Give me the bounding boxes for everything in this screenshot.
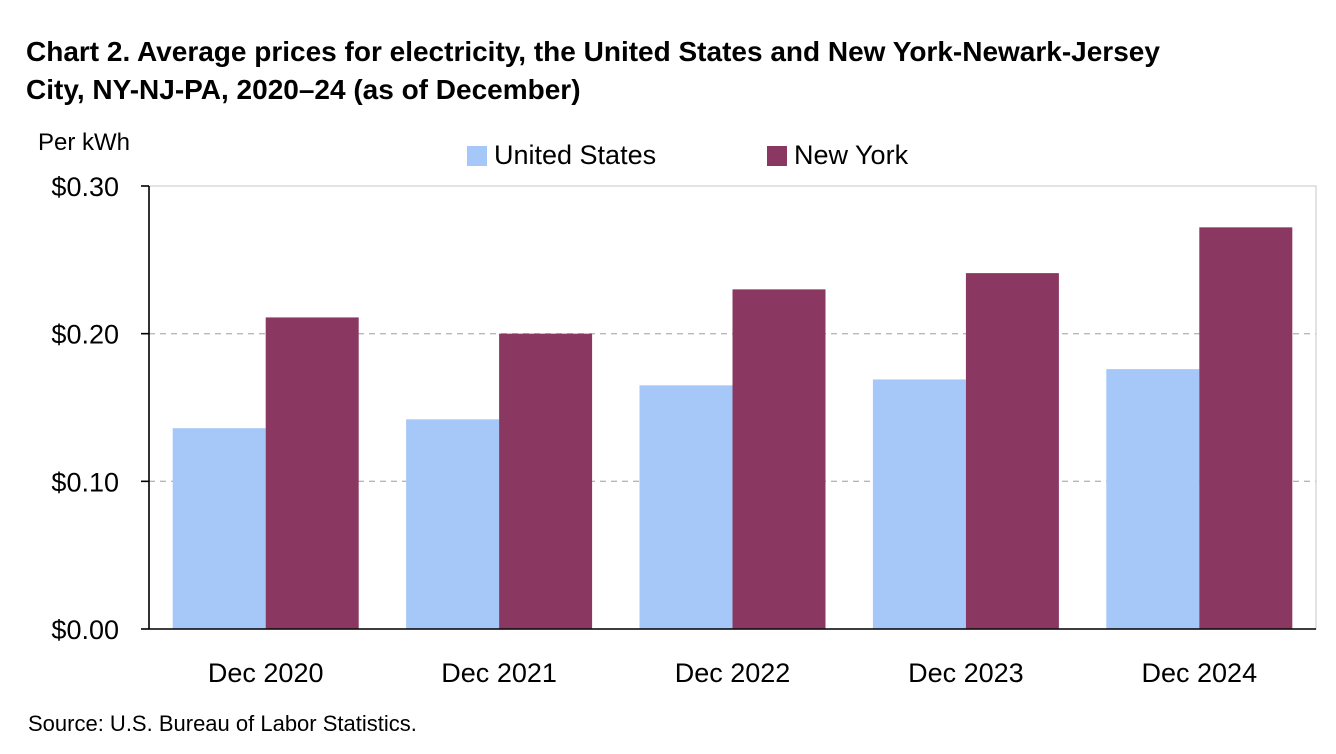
bars [172, 227, 1293, 629]
bar-united-states-dec-2023 [872, 379, 966, 629]
legend-swatch-new-york [767, 146, 787, 166]
x-tick-label: Dec 2023 [908, 658, 1024, 688]
legend-swatch-united-states [467, 146, 487, 166]
bar-united-states-dec-2021 [406, 419, 500, 629]
bar-new-york-dec-2024 [1199, 227, 1293, 629]
x-tick-labels: Dec 2020 Dec 2021 Dec 2022 Dec 2023 Dec 2024 [208, 658, 1257, 688]
bar-new-york-dec-2022 [732, 289, 826, 629]
bar-new-york-dec-2023 [965, 273, 1059, 629]
axes [141, 185, 1317, 630]
bar-united-states-dec-2022 [639, 385, 733, 629]
bar-united-states-dec-2024 [1106, 369, 1200, 629]
bar-new-york-dec-2021 [499, 333, 593, 629]
y-tick-label: $0.00 [51, 615, 119, 645]
y-axis-label: Per kWh [38, 129, 130, 156]
y-tick-labels: $0.00 $0.10 $0.20 $0.30 [51, 172, 119, 645]
y-tick-label: $0.20 [51, 320, 119, 350]
legend: United States New York [467, 140, 909, 170]
bar-united-states-dec-2020 [172, 428, 266, 629]
y-tick-label: $0.30 [51, 172, 119, 202]
y-tick-label: $0.10 [51, 467, 119, 497]
x-tick-label: Dec 2024 [1142, 658, 1258, 688]
bar-new-york-dec-2020 [265, 317, 359, 629]
source-note: Source: U.S. Bureau of Labor Statistics. [28, 711, 417, 736]
legend-label-new-york: New York [794, 140, 909, 170]
x-tick-label: Dec 2021 [441, 658, 557, 688]
x-tick-label: Dec 2022 [675, 658, 791, 688]
x-tick-label: Dec 2020 [208, 658, 324, 688]
legend-label-united-states: United States [494, 140, 656, 170]
chart-title: Chart 2. Average prices for electricity,… [26, 36, 1160, 105]
